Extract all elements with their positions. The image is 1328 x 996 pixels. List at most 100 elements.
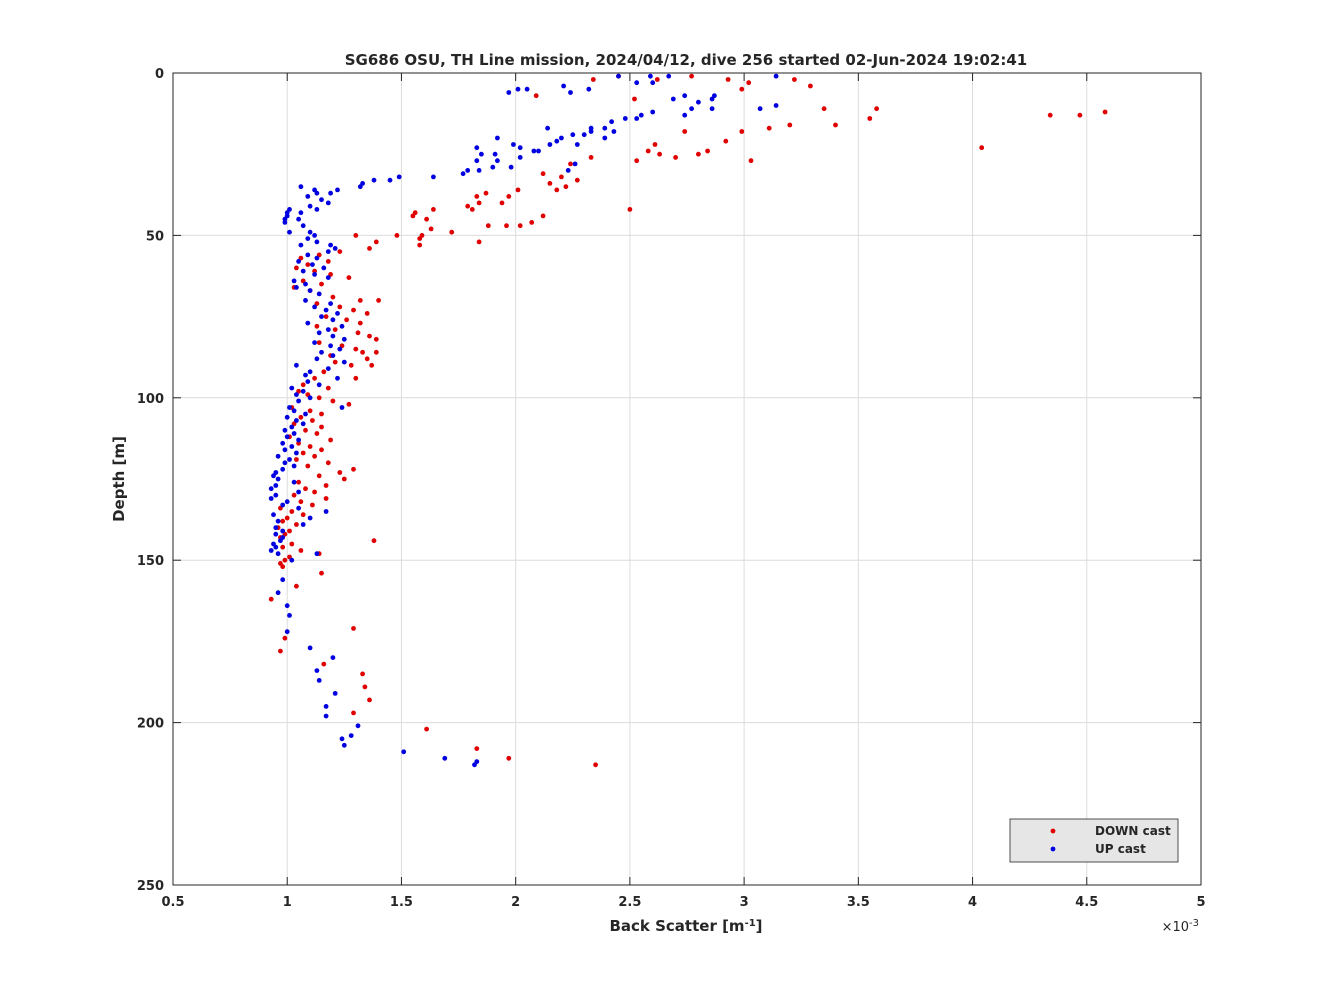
down-cast-point: [529, 220, 535, 225]
up-cast-point: [474, 759, 480, 764]
up-cast-point: [284, 499, 290, 505]
up-cast-point: [305, 194, 311, 199]
y-tick-label: 100: [137, 392, 164, 407]
down-cast-point: [319, 281, 324, 287]
up-cast-point: [316, 382, 322, 388]
up-cast-point: [572, 161, 578, 167]
up-cast-point: [300, 421, 306, 427]
up-cast-point: [495, 135, 500, 141]
down-cast-point: [298, 499, 304, 505]
down-cast-point: [337, 304, 343, 310]
down-cast-point: [341, 476, 347, 482]
up-cast-point: [479, 151, 484, 157]
down-cast-point: [351, 626, 356, 631]
up-cast-point: [307, 395, 313, 401]
down-cast-point: [284, 515, 290, 521]
down-cast-point: [371, 538, 377, 544]
up-cast-point: [650, 109, 656, 115]
up-cast-point: [328, 343, 333, 349]
plot-area: [173, 73, 1201, 885]
down-cast-point: [312, 489, 317, 495]
down-cast-point: [360, 349, 365, 355]
up-cast-point: [282, 427, 288, 433]
up-cast-point: [268, 496, 274, 501]
down-cast-point: [499, 200, 505, 206]
up-cast-point: [312, 272, 317, 277]
up-cast-point: [305, 320, 311, 326]
up-cast-point: [268, 486, 274, 492]
up-cast-point: [757, 106, 763, 112]
up-cast-point: [341, 359, 347, 365]
up-cast-point: [275, 551, 281, 557]
up-cast-point: [490, 164, 496, 170]
up-cast-point: [325, 275, 331, 280]
legend-label-up-cast: UP cast: [1095, 842, 1146, 856]
down-cast-point: [424, 726, 429, 732]
up-cast-point: [275, 476, 281, 482]
plot-frame: [172, 72, 1202, 886]
up-cast-point: [312, 187, 317, 193]
up-cast-point: [339, 323, 345, 329]
y-tick-label: 0: [155, 67, 164, 82]
down-cast-point: [323, 496, 329, 501]
down-cast-point: [330, 294, 336, 300]
down-cast-point: [280, 564, 286, 570]
up-cast-point: [316, 330, 322, 336]
up-cast-point: [547, 142, 553, 147]
down-cast-point: [296, 440, 301, 446]
up-cast-point: [515, 86, 521, 92]
down-cast-point: [739, 86, 745, 92]
legend-marker-up-cast: [1050, 846, 1056, 852]
up-cast-point: [296, 505, 301, 511]
down-cast-point: [506, 194, 512, 199]
x-tick-label: 0.5: [161, 895, 184, 910]
up-cast-point: [273, 483, 279, 488]
down-cast-point: [657, 151, 662, 157]
down-cast-point: [874, 106, 879, 112]
down-cast-point: [483, 190, 489, 196]
up-cast-point: [570, 132, 576, 138]
legend-marker-down-cast: [1050, 828, 1056, 834]
down-cast-point: [319, 424, 324, 430]
up-cast-point: [586, 86, 592, 92]
up-cast-point: [287, 229, 292, 235]
up-cast-point: [401, 749, 407, 755]
up-cast-point: [524, 86, 530, 92]
down-cast-point: [314, 431, 320, 436]
down-cast-point: [533, 93, 539, 99]
up-cast-point: [314, 207, 320, 212]
up-cast-point: [682, 93, 688, 99]
x-axis-multiplier: ×10-3: [1162, 918, 1199, 936]
up-cast-point: [348, 733, 354, 738]
down-cast-point: [294, 522, 299, 527]
up-cast-point: [650, 80, 656, 86]
down-cast-point: [357, 320, 363, 326]
up-cast-point: [287, 613, 292, 618]
down-cast-point: [373, 349, 379, 355]
up-cast-point: [296, 216, 301, 222]
x-tick-label: 5: [1196, 895, 1205, 910]
down-cast-point: [474, 746, 480, 751]
up-cast-point: [312, 304, 317, 310]
up-cast-point: [355, 723, 361, 729]
down-cast-point: [291, 492, 297, 498]
up-cast-point: [442, 755, 448, 761]
down-cast-point: [367, 697, 372, 703]
series-up-cast: [268, 73, 779, 768]
up-cast-point: [321, 265, 327, 271]
up-cast-point: [622, 116, 628, 121]
down-cast-point: [287, 528, 292, 534]
down-cast-point: [373, 336, 379, 342]
up-cast-point: [294, 418, 299, 423]
up-cast-point: [319, 349, 324, 355]
up-cast-point: [638, 112, 644, 118]
down-cast-point: [748, 158, 754, 164]
down-cast-point: [645, 148, 651, 154]
down-cast-point: [792, 77, 797, 82]
up-cast-point: [460, 171, 466, 177]
up-cast-point: [634, 80, 640, 86]
legend: DOWN cast UP cast: [1009, 818, 1179, 863]
up-cast-point: [648, 73, 653, 79]
up-cast-point: [559, 135, 564, 141]
